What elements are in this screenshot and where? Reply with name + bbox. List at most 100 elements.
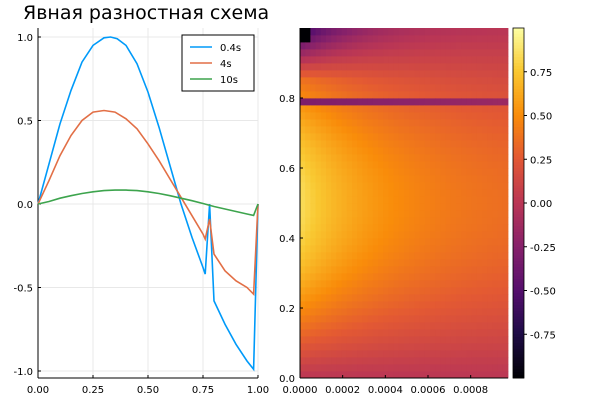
heatmap-cell	[326, 77, 332, 85]
heatmap-cell	[424, 63, 431, 71]
heatmap-cell	[300, 343, 306, 351]
heatmap-cell	[357, 126, 363, 134]
heatmap-cell	[378, 238, 384, 246]
heatmap-cell	[492, 140, 498, 148]
heatmap-cell	[331, 182, 337, 190]
heatmap-cell	[497, 196, 504, 204]
heatmap-cell	[341, 259, 348, 267]
heatmap-cell	[383, 266, 389, 274]
heatmap-cell	[378, 322, 384, 330]
colorbar-segment	[513, 144, 524, 149]
heatmap-cell	[461, 84, 467, 92]
heatmap-cell	[393, 315, 400, 323]
heatmap-cell	[435, 105, 441, 113]
heatmap-cell	[456, 322, 462, 330]
heatmap-cell	[424, 91, 431, 99]
heatmap-cell	[461, 154, 467, 162]
heatmap-cell	[482, 224, 488, 232]
heatmap-cell	[300, 294, 306, 302]
heatmap-cell	[341, 84, 348, 92]
heatmap-cell	[362, 49, 368, 57]
heatmap-cell	[404, 315, 410, 323]
heatmap-cell	[372, 308, 379, 316]
heatmap-cell	[440, 28, 446, 36]
heatmap-cell	[450, 364, 457, 372]
heatmap-cell	[393, 70, 400, 78]
heatmap-cell	[315, 147, 322, 155]
heatmap-cell	[450, 357, 457, 365]
heatmap-cell	[404, 280, 410, 288]
heatmap-cell	[476, 154, 483, 162]
heatmap-cell	[482, 343, 488, 351]
heatmap-cell	[336, 371, 342, 379]
heatmap-cell	[393, 77, 400, 85]
heatmap-cell	[466, 287, 472, 295]
heatmap-cell	[476, 49, 483, 57]
heatmap-cell	[492, 196, 498, 204]
heatmap-cell	[383, 70, 389, 78]
heatmap-cell	[352, 182, 358, 190]
heatmap-cell	[414, 280, 420, 288]
heatmap-cell	[346, 357, 353, 365]
heatmap-cell	[320, 336, 327, 344]
heatmap-cell	[492, 217, 498, 225]
heatmap-cell	[378, 175, 384, 183]
heatmap-cell	[414, 357, 420, 365]
heatmap-cell	[378, 308, 384, 316]
heatmap-cell	[456, 63, 462, 71]
heatmap-cell	[336, 28, 342, 36]
heatmap-cell	[326, 350, 332, 358]
heatmap-cell	[300, 91, 306, 99]
heatmap-cell	[326, 357, 332, 365]
heatmap-cell	[440, 189, 446, 197]
heatmap-cell	[300, 280, 306, 288]
heatmap-cell	[367, 364, 374, 372]
heatmap-cell	[404, 196, 410, 204]
heatmap-cell	[383, 42, 389, 50]
heatmap-cell	[430, 210, 436, 218]
heatmap-cell	[331, 343, 337, 351]
heatmap-cell	[445, 210, 452, 218]
heatmap-cell	[497, 252, 504, 260]
heatmap-cell	[357, 231, 363, 239]
colorbar-segment	[513, 252, 524, 256]
heatmap-cell	[388, 182, 394, 190]
heatmap-cell	[315, 224, 322, 232]
heatmap-cell	[409, 266, 415, 274]
heatmap-cell	[482, 42, 488, 50]
heatmap-cell	[372, 63, 379, 71]
heatmap-cell	[450, 84, 457, 92]
heatmap-cell	[435, 112, 441, 120]
heatmap-y-tick-label: 0.8	[279, 94, 295, 105]
heatmap-cell	[419, 238, 426, 246]
heatmap-cell	[466, 357, 472, 365]
colorbar-segment	[513, 372, 524, 376]
heatmap-cell	[482, 196, 488, 204]
heatmap-cell	[440, 112, 446, 120]
heatmap-cell	[424, 259, 431, 267]
heatmap-cell	[367, 231, 374, 239]
heatmap-cell	[471, 217, 478, 225]
heatmap-cell	[357, 77, 363, 85]
heatmap-cell	[502, 350, 509, 358]
heatmap-cell	[331, 329, 337, 337]
heatmap-cell	[326, 224, 332, 232]
heatmap-cell	[331, 63, 337, 71]
heatmap-cell	[352, 77, 358, 85]
heatmap-cell	[383, 154, 389, 162]
heatmap-cell	[326, 70, 332, 78]
heatmap-cell	[367, 161, 374, 169]
heatmap-cell	[315, 371, 322, 379]
heatmap-cell	[398, 196, 405, 204]
heatmap-cell	[341, 196, 348, 204]
heatmap-cell	[362, 112, 368, 120]
heatmap-cell	[471, 210, 478, 218]
heatmap-cell	[419, 357, 426, 365]
colorbar-segment	[513, 360, 524, 364]
heatmap-cell	[456, 357, 462, 365]
heatmap-cell	[482, 294, 488, 302]
heatmap-cell	[341, 357, 348, 365]
colorbar-segment	[513, 249, 524, 254]
heatmap-cell	[367, 56, 374, 64]
heatmap-cell	[326, 210, 332, 218]
